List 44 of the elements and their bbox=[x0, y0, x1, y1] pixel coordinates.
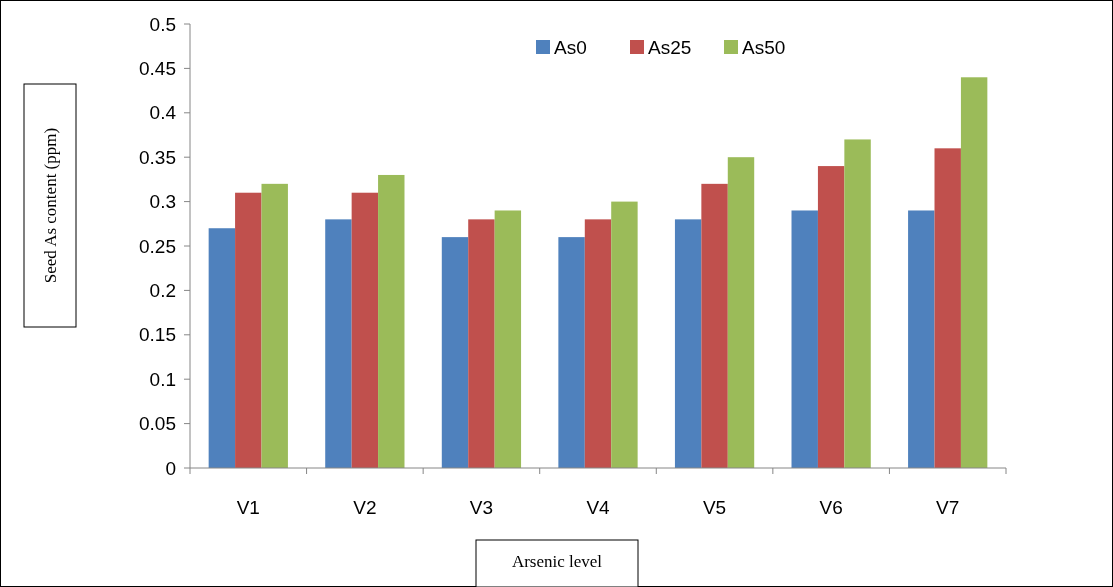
legend-label: As50 bbox=[742, 36, 786, 58]
x-tick-label: V5 bbox=[702, 497, 727, 518]
x-tick-label: V1 bbox=[236, 497, 260, 518]
bar bbox=[934, 148, 961, 468]
legend-label: As0 bbox=[554, 36, 587, 58]
y-tick-label: 0.35 bbox=[139, 146, 176, 168]
y-tick-label: 0.15 bbox=[139, 324, 176, 346]
bar bbox=[208, 228, 236, 468]
y-tick-label: 0.25 bbox=[139, 235, 176, 257]
y-axis-title: Seed As content (ppm) bbox=[41, 127, 60, 284]
x-axis-title: Arsenic level bbox=[511, 552, 603, 571]
bar bbox=[325, 219, 352, 468]
y-tick-label: 0.2 bbox=[149, 280, 176, 302]
x-tick-label: V3 bbox=[469, 497, 494, 518]
x-tick-label: V2 bbox=[353, 497, 377, 518]
bar bbox=[261, 183, 288, 468]
legend-label: As25 bbox=[648, 36, 692, 58]
bar bbox=[791, 210, 818, 468]
bar bbox=[674, 219, 702, 468]
bar bbox=[468, 219, 495, 468]
bar bbox=[351, 192, 379, 468]
bar bbox=[494, 210, 522, 468]
y-tick-label: 0.05 bbox=[139, 413, 176, 435]
bar bbox=[558, 237, 585, 468]
bar bbox=[727, 157, 755, 468]
bar bbox=[817, 166, 845, 468]
y-tick-label: 0.3 bbox=[149, 191, 176, 213]
y-tick-label: 0 bbox=[165, 457, 176, 479]
bar bbox=[611, 201, 638, 468]
y-tick-label: 0.45 bbox=[139, 58, 176, 80]
bar bbox=[701, 183, 728, 468]
bar bbox=[441, 237, 469, 468]
bar bbox=[584, 219, 612, 468]
x-tick-label: V7 bbox=[936, 497, 960, 518]
bar bbox=[908, 210, 935, 468]
x-tick-label: V6 bbox=[819, 497, 843, 518]
y-tick-label: 0.5 bbox=[149, 13, 176, 35]
bar bbox=[235, 192, 262, 468]
y-tick-label: 0.4 bbox=[149, 102, 177, 124]
bar bbox=[844, 139, 871, 468]
y-tick-label: 0.1 bbox=[149, 368, 176, 390]
x-tick-label: V4 bbox=[586, 497, 611, 518]
bar bbox=[960, 77, 988, 468]
bar bbox=[378, 174, 405, 468]
